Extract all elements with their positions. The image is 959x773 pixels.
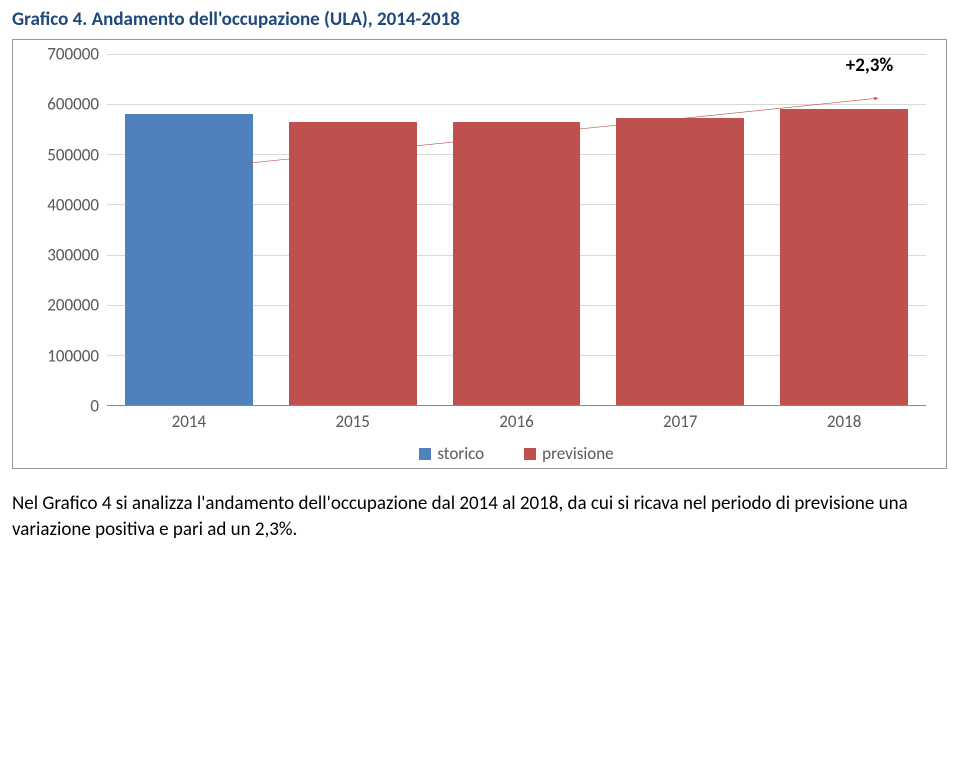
- legend-label: previsione: [542, 443, 614, 464]
- y-tick-label: 100000: [47, 345, 99, 366]
- x-tick-label: 2016: [435, 411, 599, 432]
- x-tick-label: 2014: [107, 411, 271, 432]
- growth-annotation: +2,3%: [846, 54, 893, 77]
- caption-text: Nel Grafico 4 si analizza l'andamento de…: [12, 491, 947, 542]
- y-tick-label: 0: [90, 396, 99, 417]
- bar-slot: [271, 54, 435, 405]
- bar-2017: [616, 118, 744, 405]
- legend: storico previsione: [107, 443, 926, 464]
- y-tick-label: 400000: [47, 194, 99, 215]
- chart-container: 0 100000 200000 300000 400000 500000 600000 700…: [12, 39, 947, 469]
- legend-item-storico: storico: [419, 443, 484, 464]
- legend-swatch: [524, 448, 536, 460]
- bar-2016: [453, 122, 581, 405]
- x-tick-label: 2017: [598, 411, 762, 432]
- legend-label: storico: [437, 443, 484, 464]
- bar-slot: [762, 54, 926, 405]
- chart-title: Grafico 4. Andamento dell'occupazione (U…: [12, 8, 947, 31]
- bars-group: [107, 54, 926, 405]
- x-tick-label: 2018: [762, 411, 926, 432]
- legend-item-previsione: previsione: [524, 443, 614, 464]
- y-tick-label: 700000: [47, 44, 99, 65]
- bar-2014: [125, 114, 253, 405]
- y-tick-label: 300000: [47, 245, 99, 266]
- bar-slot: [107, 54, 271, 405]
- bar-slot: [435, 54, 599, 405]
- y-tick-label: 600000: [47, 94, 99, 115]
- plot-area: +2,3%: [107, 54, 926, 406]
- y-tick-label: 500000: [47, 144, 99, 165]
- y-tick-label: 200000: [47, 295, 99, 316]
- bar-slot: [598, 54, 762, 405]
- x-axis-labels: 20142015201620172018: [107, 411, 926, 432]
- bar-2018: [780, 109, 908, 405]
- legend-swatch: [419, 448, 431, 460]
- bar-2015: [289, 122, 417, 405]
- x-tick-label: 2015: [271, 411, 435, 432]
- y-axis: 0100000200000300000400000500000600000700…: [23, 54, 103, 406]
